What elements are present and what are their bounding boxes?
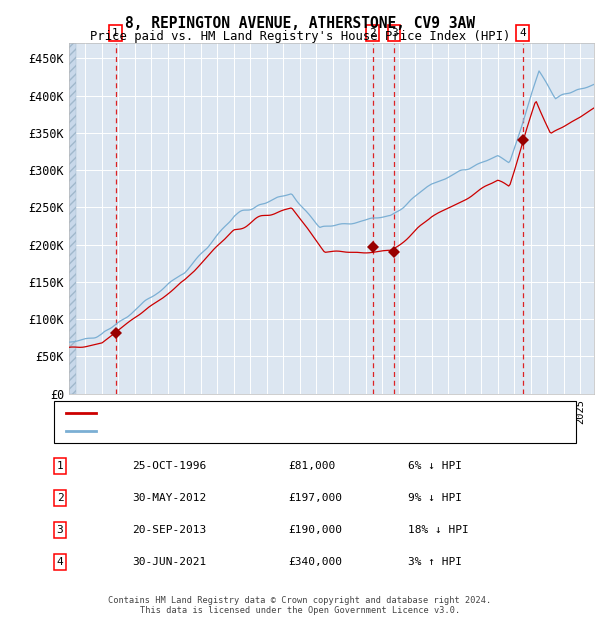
Text: 4: 4 <box>519 28 526 38</box>
Text: 8, REPINGTON AVENUE, ATHERSTONE, CV9 3AW (detached house): 8, REPINGTON AVENUE, ATHERSTONE, CV9 3AW… <box>102 408 458 418</box>
Text: £197,000: £197,000 <box>288 493 342 503</box>
Text: 25-OCT-1996: 25-OCT-1996 <box>132 461 206 471</box>
Text: 30-MAY-2012: 30-MAY-2012 <box>132 493 206 503</box>
Text: £340,000: £340,000 <box>288 557 342 567</box>
Text: 6% ↓ HPI: 6% ↓ HPI <box>408 461 462 471</box>
Text: 1: 1 <box>112 28 119 38</box>
Text: 8, REPINGTON AVENUE, ATHERSTONE, CV9 3AW: 8, REPINGTON AVENUE, ATHERSTONE, CV9 3AW <box>125 16 475 30</box>
Text: 4: 4 <box>56 557 64 567</box>
Text: Contains HM Land Registry data © Crown copyright and database right 2024.
This d: Contains HM Land Registry data © Crown c… <box>109 596 491 615</box>
Text: 9% ↓ HPI: 9% ↓ HPI <box>408 493 462 503</box>
Text: 30-JUN-2021: 30-JUN-2021 <box>132 557 206 567</box>
Text: 3: 3 <box>391 28 398 38</box>
Text: 3% ↑ HPI: 3% ↑ HPI <box>408 557 462 567</box>
Text: 1: 1 <box>56 461 64 471</box>
Text: HPI: Average price, detached house, North Warwickshire: HPI: Average price, detached house, Nort… <box>102 427 439 436</box>
Text: Price paid vs. HM Land Registry's House Price Index (HPI): Price paid vs. HM Land Registry's House … <box>90 30 510 43</box>
Text: £190,000: £190,000 <box>288 525 342 535</box>
Text: 20-SEP-2013: 20-SEP-2013 <box>132 525 206 535</box>
Text: 2: 2 <box>56 493 64 503</box>
Text: £81,000: £81,000 <box>288 461 335 471</box>
Text: 18% ↓ HPI: 18% ↓ HPI <box>408 525 469 535</box>
Text: 3: 3 <box>56 525 64 535</box>
Text: 2: 2 <box>369 28 376 38</box>
